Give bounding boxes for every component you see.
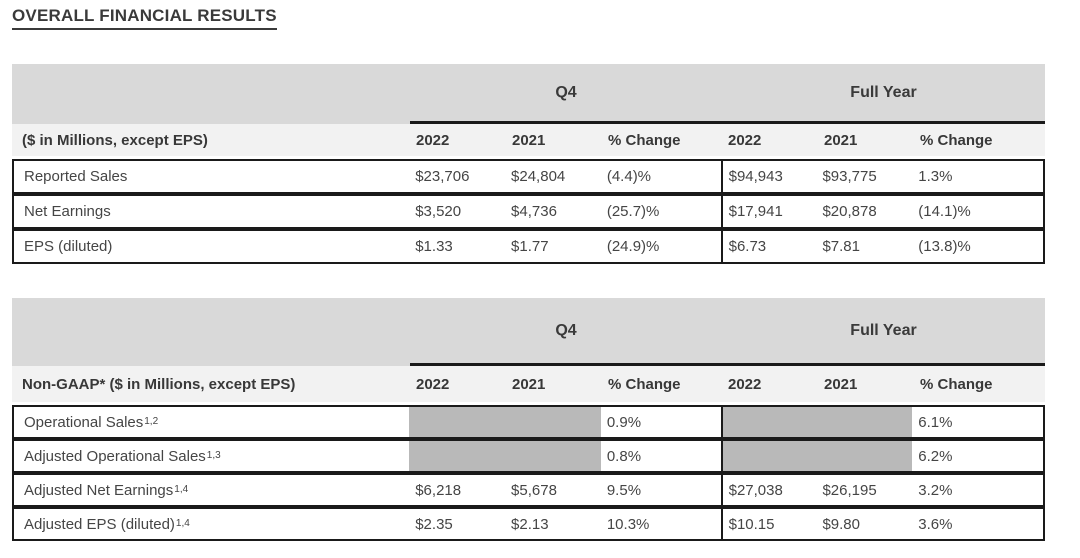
row-label: Net Earnings	[24, 203, 111, 220]
table-row-reported-sales: Reported Sales $23,706 $24,804 (4.4)% $9…	[12, 159, 1045, 194]
cell-q4-change: 10.3%	[606, 515, 650, 533]
cell-q4-2022: $23,706	[415, 168, 470, 185]
cell-q4-2022: $3,520	[415, 203, 462, 220]
non-gaap-q4-change-header: % Change	[608, 375, 681, 393]
row-label: Reported Sales	[24, 168, 128, 185]
cell-q4-2022: $2.35	[415, 515, 453, 533]
gaap-fy-2021-header: 2021	[824, 131, 858, 149]
gaap-group-header-row: Q4 Full Year	[12, 64, 1045, 124]
cell-fy-2022: $10.15	[720, 509, 817, 539]
gaap-q4-2022-header: 2022	[416, 131, 450, 149]
cell-fy-change: 6.1%	[918, 413, 953, 431]
cell-q4-2021: $5,678	[511, 481, 557, 499]
cell-fy-2021-na	[816, 441, 913, 471]
non-gaap-q4-group-header: Q4	[410, 298, 722, 366]
non-gaap-band-label-spacer	[12, 298, 410, 366]
gaap-q4-group-header: Q4	[410, 64, 722, 124]
footnote-superscript: 1,4	[175, 518, 190, 529]
cell-fy-change: (14.1)%	[918, 203, 971, 220]
gaap-fy-change-header: % Change	[920, 131, 993, 149]
cell-q4-2022-na	[409, 407, 506, 437]
cell-fy-2021-na	[816, 407, 913, 437]
cell-fy-2021: $9.80	[822, 515, 860, 533]
cell-q4-2022: $1.33	[415, 238, 453, 255]
row-label: Adjusted Operational Sales 1,3	[24, 447, 221, 465]
non-gaap-full-year-group-header: Full Year	[722, 298, 1045, 366]
cell-q4-change: (25.7)%	[606, 203, 660, 220]
cell-q4-change: (4.4)%	[606, 168, 652, 185]
cell-fy-change: 3.2%	[918, 481, 953, 499]
page-title: OVERALL FINANCIAL RESULTS	[12, 6, 277, 30]
cell-fy-2022: $6.73	[720, 231, 817, 262]
cell-fy-change: 3.6%	[918, 515, 953, 533]
cell-fy-2021: $7.81	[822, 238, 860, 255]
non-gaap-column-header-row: Non-GAAP* ($ in Millions, except EPS) 20…	[12, 366, 1045, 402]
cell-fy-2021: $26,195	[822, 481, 877, 499]
cell-q4-2022-na	[409, 441, 506, 471]
cell-q4-2021: $24,804	[511, 168, 566, 185]
table-row-adjusted-net-earnings: Adjusted Net Earnings 1,4 $6,218 $5,678 9…	[12, 473, 1045, 507]
cell-q4-change: 0.8%	[606, 447, 642, 465]
non-gaap-results-table: Q4 Full Year Non-GAAP* ($ in Millions, e…	[12, 298, 1045, 541]
non-gaap-fy-2021-header: 2021	[824, 375, 858, 393]
footnote-superscript: 1,4	[174, 484, 189, 495]
non-gaap-fy-2022-header: 2022	[728, 375, 762, 393]
table-row-operational-sales: Operational Sales 1,2 0.9% 6.1%	[12, 405, 1045, 439]
gaap-band-label-spacer	[12, 64, 410, 124]
cell-fy-change: (13.8)%	[918, 238, 971, 255]
footnote-superscript: 1,2	[144, 416, 159, 427]
gaap-results-table: Q4 Full Year ($ in Millions, except EPS)…	[12, 64, 1045, 264]
cell-q4-change: 0.9%	[606, 413, 642, 431]
gaap-units-header: ($ in Millions, except EPS)	[22, 131, 208, 149]
cell-fy-change: 6.2%	[918, 447, 953, 465]
cell-q4-2021: $2.13	[511, 515, 549, 533]
row-label: Operational Sales 1,2	[24, 413, 159, 431]
gaap-q4-change-header: % Change	[608, 131, 681, 149]
cell-fy-change: 1.3%	[918, 168, 953, 185]
row-label: Adjusted Net Earnings 1,4	[24, 481, 189, 499]
non-gaap-group-header-row: Q4 Full Year	[12, 298, 1045, 366]
non-gaap-q4-2021-header: 2021	[512, 375, 546, 393]
cell-fy-2022: $27,038	[720, 475, 817, 505]
cell-q4-2022: $6,218	[415, 481, 462, 499]
table-row-adjusted-eps-diluted: Adjusted EPS (diluted) 1,4 $2.35 $2.13 10…	[12, 507, 1045, 541]
cell-fy-2021: $93,775	[822, 168, 877, 185]
non-gaap-q4-2022-header: 2022	[416, 375, 450, 393]
cell-q4-change: (24.9)%	[606, 238, 660, 255]
cell-fy-2022-na	[720, 407, 817, 437]
footnote-superscript: 1,3	[206, 450, 221, 461]
cell-fy-2022-na	[720, 441, 817, 471]
non-gaap-units-header: Non-GAAP* ($ in Millions, except EPS)	[22, 375, 296, 393]
gaap-column-header-row: ($ in Millions, except EPS) 2022 2021 % …	[12, 124, 1045, 156]
gaap-fy-2022-header: 2022	[728, 131, 762, 149]
table-row-adjusted-operational-sales: Adjusted Operational Sales 1,3 0.8% 6.2%	[12, 439, 1045, 473]
table-row-net-earnings: Net Earnings $3,520 $4,736 (25.7)% $17,9…	[12, 194, 1045, 229]
cell-fy-2022: $94,943	[720, 161, 817, 192]
cell-q4-2021-na	[505, 407, 601, 437]
cell-q4-2021-na	[505, 441, 601, 471]
gaap-q4-2021-header: 2021	[512, 131, 546, 149]
cell-fy-2021: $20,878	[822, 203, 877, 220]
cell-q4-2021: $4,736	[511, 203, 557, 220]
non-gaap-fy-change-header: % Change	[920, 375, 993, 393]
row-label: EPS (diluted)	[24, 238, 113, 255]
cell-q4-change: 9.5%	[606, 481, 642, 499]
cell-q4-2021: $1.77	[511, 238, 549, 255]
row-label: Adjusted EPS (diluted) 1,4	[24, 515, 190, 533]
gaap-full-year-group-header: Full Year	[722, 64, 1045, 124]
table-row-eps-diluted: EPS (diluted) $1.33 $1.77 (24.9)% $6.73 …	[12, 229, 1045, 264]
cell-fy-2022: $17,941	[720, 196, 817, 227]
